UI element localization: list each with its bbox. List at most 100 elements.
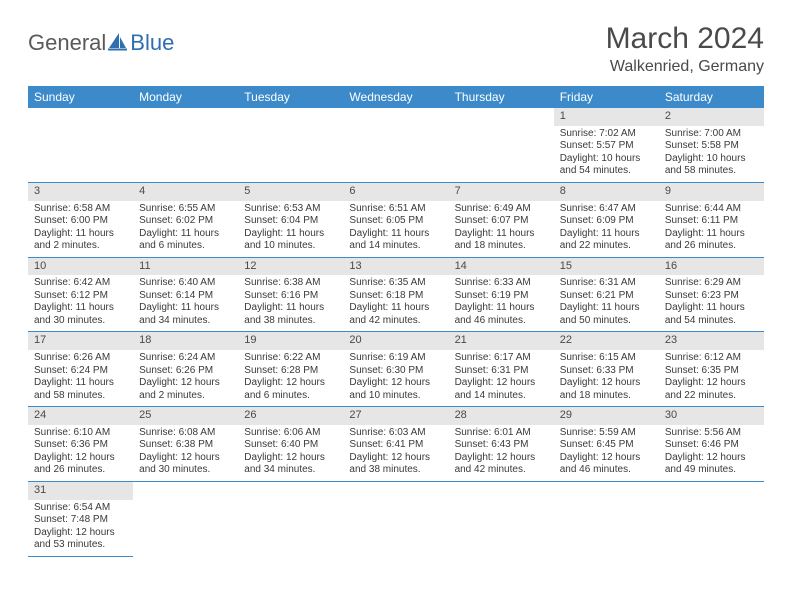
sunrise-line: Sunrise: 6:29 AM	[665, 277, 758, 290]
calendar-cell: 23Sunrise: 6:12 AMSunset: 6:35 PMDayligh…	[659, 332, 764, 407]
sunrise-line: Sunrise: 6:17 AM	[455, 352, 548, 365]
sunrise-line: Sunrise: 6:08 AM	[139, 427, 232, 440]
calendar-cell	[133, 108, 238, 182]
sunrise-line: Sunrise: 6:33 AM	[455, 277, 548, 290]
day-number: 17	[28, 332, 133, 350]
calendar-cell	[28, 108, 133, 182]
calendar-cell: 24Sunrise: 6:10 AMSunset: 6:36 PMDayligh…	[28, 407, 133, 482]
sunset-line: Sunset: 7:48 PM	[34, 514, 127, 527]
day-body: Sunrise: 6:53 AMSunset: 6:04 PMDaylight:…	[238, 201, 343, 257]
day-number: 27	[343, 407, 448, 425]
day-number: 3	[28, 183, 133, 201]
daylight-line: Daylight: 12 hours and 22 minutes.	[665, 377, 758, 402]
sunset-line: Sunset: 6:41 PM	[349, 439, 442, 452]
sunset-line: Sunset: 6:28 PM	[244, 365, 337, 378]
day-body: Sunrise: 6:47 AMSunset: 6:09 PMDaylight:…	[554, 201, 659, 257]
sunrise-line: Sunrise: 6:19 AM	[349, 352, 442, 365]
logo-text-general: General	[28, 30, 106, 56]
daylight-line: Daylight: 12 hours and 38 minutes.	[349, 452, 442, 477]
sunrise-line: Sunrise: 6:10 AM	[34, 427, 127, 440]
day-number: 29	[554, 407, 659, 425]
day-number: 20	[343, 332, 448, 350]
calendar-cell: 15Sunrise: 6:31 AMSunset: 6:21 PMDayligh…	[554, 257, 659, 332]
sunrise-line: Sunrise: 7:00 AM	[665, 128, 758, 141]
day-number: 26	[238, 407, 343, 425]
sunset-line: Sunset: 6:11 PM	[665, 215, 758, 228]
calendar-cell: 30Sunrise: 5:56 AMSunset: 6:46 PMDayligh…	[659, 407, 764, 482]
sunrise-line: Sunrise: 5:59 AM	[560, 427, 653, 440]
calendar-cell	[659, 481, 764, 556]
sunrise-line: Sunrise: 6:40 AM	[139, 277, 232, 290]
day-body: Sunrise: 6:35 AMSunset: 6:18 PMDaylight:…	[343, 275, 448, 331]
day-number: 25	[133, 407, 238, 425]
sunrise-line: Sunrise: 5:56 AM	[665, 427, 758, 440]
day-body: Sunrise: 6:40 AMSunset: 6:14 PMDaylight:…	[133, 275, 238, 331]
day-number: 18	[133, 332, 238, 350]
day-body: Sunrise: 6:08 AMSunset: 6:38 PMDaylight:…	[133, 425, 238, 481]
sunrise-line: Sunrise: 6:24 AM	[139, 352, 232, 365]
day-body: Sunrise: 5:56 AMSunset: 6:46 PMDaylight:…	[659, 425, 764, 481]
daylight-line: Daylight: 11 hours and 22 minutes.	[560, 228, 653, 253]
day-number: 22	[554, 332, 659, 350]
sunrise-line: Sunrise: 6:12 AM	[665, 352, 758, 365]
day-number: 7	[449, 183, 554, 201]
sunrise-line: Sunrise: 6:35 AM	[349, 277, 442, 290]
weekday-header: Friday	[554, 86, 659, 108]
day-number: 5	[238, 183, 343, 201]
title-block: March 2024 Walkenried, Germany	[606, 22, 764, 76]
sunset-line: Sunset: 6:30 PM	[349, 365, 442, 378]
day-number: 21	[449, 332, 554, 350]
daylight-line: Daylight: 12 hours and 26 minutes.	[34, 452, 127, 477]
day-body: Sunrise: 6:17 AMSunset: 6:31 PMDaylight:…	[449, 350, 554, 406]
sunrise-line: Sunrise: 6:54 AM	[34, 502, 127, 515]
day-number: 9	[659, 183, 764, 201]
sunset-line: Sunset: 5:57 PM	[560, 140, 653, 153]
calendar-cell: 20Sunrise: 6:19 AMSunset: 6:30 PMDayligh…	[343, 332, 448, 407]
daylight-line: Daylight: 11 hours and 34 minutes.	[139, 302, 232, 327]
calendar-cell	[133, 481, 238, 556]
weekday-header: Tuesday	[238, 86, 343, 108]
sunrise-line: Sunrise: 6:03 AM	[349, 427, 442, 440]
daylight-line: Daylight: 12 hours and 18 minutes.	[560, 377, 653, 402]
sunrise-line: Sunrise: 6:47 AM	[560, 203, 653, 216]
day-number: 28	[449, 407, 554, 425]
day-number: 10	[28, 258, 133, 276]
day-body: Sunrise: 6:33 AMSunset: 6:19 PMDaylight:…	[449, 275, 554, 331]
day-body: Sunrise: 6:10 AMSunset: 6:36 PMDaylight:…	[28, 425, 133, 481]
calendar-table: SundayMondayTuesdayWednesdayThursdayFrid…	[28, 86, 764, 557]
daylight-line: Daylight: 11 hours and 2 minutes.	[34, 228, 127, 253]
day-number: 8	[554, 183, 659, 201]
daylight-line: Daylight: 11 hours and 30 minutes.	[34, 302, 127, 327]
day-body: Sunrise: 6:49 AMSunset: 6:07 PMDaylight:…	[449, 201, 554, 257]
calendar-cell: 31Sunrise: 6:54 AMSunset: 7:48 PMDayligh…	[28, 481, 133, 556]
sunrise-line: Sunrise: 6:31 AM	[560, 277, 653, 290]
sunset-line: Sunset: 6:14 PM	[139, 290, 232, 303]
calendar-cell	[554, 481, 659, 556]
sunset-line: Sunset: 6:21 PM	[560, 290, 653, 303]
calendar-cell: 5Sunrise: 6:53 AMSunset: 6:04 PMDaylight…	[238, 182, 343, 257]
sunset-line: Sunset: 6:40 PM	[244, 439, 337, 452]
calendar-cell: 21Sunrise: 6:17 AMSunset: 6:31 PMDayligh…	[449, 332, 554, 407]
calendar-row: 31Sunrise: 6:54 AMSunset: 7:48 PMDayligh…	[28, 481, 764, 556]
calendar-cell: 25Sunrise: 6:08 AMSunset: 6:38 PMDayligh…	[133, 407, 238, 482]
daylight-line: Daylight: 12 hours and 30 minutes.	[139, 452, 232, 477]
day-body: Sunrise: 6:24 AMSunset: 6:26 PMDaylight:…	[133, 350, 238, 406]
weekday-header: Monday	[133, 86, 238, 108]
sunset-line: Sunset: 6:35 PM	[665, 365, 758, 378]
day-body: Sunrise: 5:59 AMSunset: 6:45 PMDaylight:…	[554, 425, 659, 481]
logo: General Blue	[28, 30, 174, 56]
header: General Blue March 2024 Walkenried, Germ…	[28, 22, 764, 76]
calendar-cell: 7Sunrise: 6:49 AMSunset: 6:07 PMDaylight…	[449, 182, 554, 257]
daylight-line: Daylight: 12 hours and 2 minutes.	[139, 377, 232, 402]
calendar-cell: 18Sunrise: 6:24 AMSunset: 6:26 PMDayligh…	[133, 332, 238, 407]
day-number: 12	[238, 258, 343, 276]
calendar-row: 1Sunrise: 7:02 AMSunset: 5:57 PMDaylight…	[28, 108, 764, 182]
day-number: 31	[28, 482, 133, 500]
sunrise-line: Sunrise: 7:02 AM	[560, 128, 653, 141]
sunset-line: Sunset: 6:46 PM	[665, 439, 758, 452]
calendar-row: 24Sunrise: 6:10 AMSunset: 6:36 PMDayligh…	[28, 407, 764, 482]
day-body: Sunrise: 6:44 AMSunset: 6:11 PMDaylight:…	[659, 201, 764, 257]
daylight-line: Daylight: 12 hours and 42 minutes.	[455, 452, 548, 477]
daylight-line: Daylight: 11 hours and 42 minutes.	[349, 302, 442, 327]
day-body: Sunrise: 6:31 AMSunset: 6:21 PMDaylight:…	[554, 275, 659, 331]
